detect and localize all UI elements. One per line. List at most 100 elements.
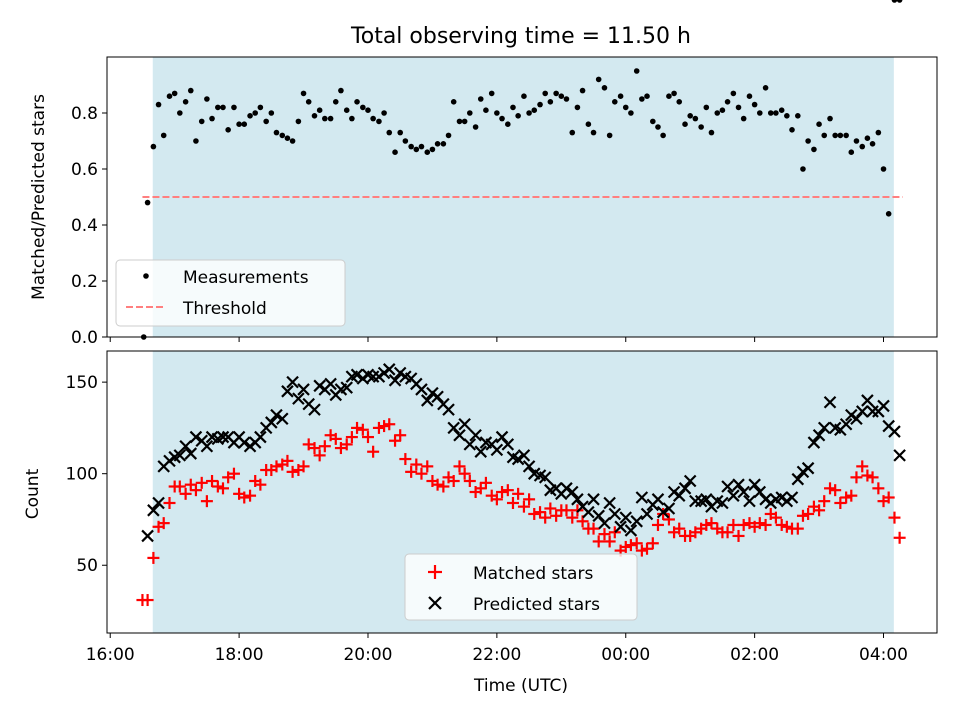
predicted-star-point [147, 504, 160, 517]
measurement-point [832, 132, 838, 139]
matched-star-point [861, 469, 874, 482]
measurement-point [724, 99, 731, 105]
predicted-star-point [216, 430, 230, 444]
measurement-point [644, 93, 650, 99]
predicted-star-point [651, 493, 665, 506]
matched-star-point [560, 504, 573, 517]
predicted-star-point [152, 496, 165, 510]
predicted-star-point [565, 485, 579, 499]
matched-star-point [200, 495, 213, 508]
matched-star-point [737, 518, 750, 531]
matched-star-point [147, 551, 160, 564]
measurement-point [472, 124, 479, 130]
measurement-point [853, 138, 860, 144]
matched-star-point [227, 467, 240, 480]
measurement-point [429, 146, 436, 153]
predicted-star-point [743, 494, 756, 508]
matched-star-point [635, 544, 648, 557]
measurement-point [225, 127, 231, 133]
measurement-point [574, 104, 581, 111]
measurement-point [547, 99, 554, 105]
matched-star-point [383, 418, 396, 431]
matched-star-point [351, 421, 364, 434]
xtick-label: 02:00 [730, 645, 779, 665]
measurement-point [160, 132, 167, 139]
xtick-label: 00:00 [601, 645, 650, 665]
matched-star-point [394, 429, 407, 442]
predicted-star-point [286, 375, 299, 389]
predicted-star-point [189, 430, 203, 444]
measurement-point [204, 96, 210, 102]
bottom-legend: Matched stars Predicted stars [404, 553, 638, 621]
predicted-star-point [463, 438, 477, 451]
predicted-star-point [276, 412, 289, 426]
measurement-point [155, 101, 162, 108]
matched-star-point [544, 502, 557, 515]
matched-star-point [216, 482, 229, 495]
measurement-point [595, 76, 602, 83]
matched-star-point [378, 420, 391, 433]
measurement-point [434, 141, 441, 147]
measurement-point [896, 0, 903, 3]
matched-star-point [791, 522, 804, 535]
predicted-star-point [297, 383, 310, 396]
legend-matched-marker [428, 565, 442, 579]
measurement-point [869, 141, 876, 147]
measurement-point [767, 110, 774, 116]
measurement-point [450, 99, 457, 105]
measurement-point [166, 93, 173, 99]
matched-star-point [206, 475, 219, 488]
matched-star-point [437, 480, 450, 493]
matched-star-point [866, 471, 879, 484]
matched-star-point [834, 496, 847, 509]
measurement-point [402, 138, 409, 144]
predicted-star-point [716, 496, 729, 510]
measurement-point [467, 110, 473, 116]
measurement-point [891, 0, 898, 3]
measurement-point [622, 104, 629, 111]
matched-star-point [888, 511, 901, 524]
predicted-star-point [640, 507, 654, 521]
predicted-star-point [501, 438, 515, 451]
measurement-point [730, 90, 737, 97]
measurement-point [569, 129, 576, 136]
measurement-point [843, 132, 849, 139]
measurement-point [220, 104, 226, 111]
matched-star-point [356, 423, 369, 436]
matched-star-point [286, 465, 299, 478]
measurement-point [558, 93, 565, 99]
predicted-star-point [382, 363, 396, 376]
xtick-label: 16:00 [86, 645, 135, 665]
measurement-point [590, 129, 597, 136]
predicted-star-point [812, 428, 826, 442]
measurement-point [236, 121, 242, 127]
measurement-point [349, 115, 355, 122]
top-ytick-label: 0.8 [71, 104, 98, 124]
measurement-point [322, 115, 328, 122]
xtick-label: 20:00 [343, 645, 392, 665]
matched-star-point [598, 528, 611, 541]
matched-star-point [297, 460, 310, 473]
matched-star-point [410, 458, 423, 471]
predicted-star-point [458, 417, 471, 431]
measurement-point [526, 110, 532, 116]
measurement-point [477, 96, 484, 102]
measurement-point [617, 93, 624, 99]
legend-measurements-label: Measurements [183, 268, 309, 288]
bottom-panel: 50 100 150 16:00 18:00 20:00 22:00 00:00 02:00 0… [23, 350, 938, 665]
predicted-star-point [662, 502, 676, 515]
measurement-point [740, 115, 747, 122]
predicted-star-point [511, 452, 525, 466]
measurement-point [311, 113, 318, 119]
chart-title: Total observing time = 11.50 h [350, 24, 691, 49]
measurement-point [300, 90, 307, 97]
predicted-star-point [538, 471, 552, 484]
measurement-point [360, 104, 366, 111]
measurement-point [499, 115, 505, 122]
predicted-star-point [308, 403, 321, 416]
predicted-star-point [200, 439, 214, 453]
matched-star-point [657, 507, 670, 520]
matched-star-point [517, 500, 530, 513]
measurement-point [585, 121, 592, 127]
predicted-star-point [254, 430, 267, 444]
